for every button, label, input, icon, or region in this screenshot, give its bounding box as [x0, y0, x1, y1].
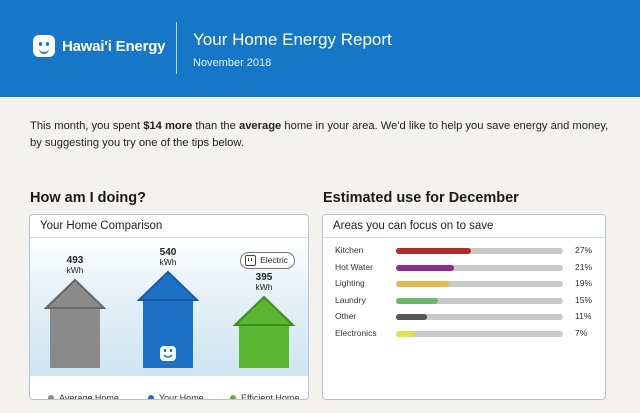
- legend-label: Your Home: [159, 393, 204, 400]
- focus-row: Laundry 15%: [335, 295, 595, 307]
- legend-item: Average Home: [48, 393, 119, 400]
- legend-label: Average Home: [59, 393, 119, 400]
- focus-percent: 15%: [575, 294, 593, 305]
- smiley-plug-icon: [160, 346, 176, 361]
- comparison-chart: Electric 493 kWh 540 kWh 395 kWh: [30, 238, 308, 376]
- intro-part3: home in your area. We'd like to help you…: [30, 120, 609, 149]
- house-value-label: 540 kWh: [148, 248, 188, 267]
- focus-percent: 19%: [575, 278, 593, 288]
- house-value-label: 493 kWh: [55, 256, 95, 275]
- focus-fill: [396, 330, 415, 337]
- focus-percent: 27%: [575, 245, 593, 255]
- focus-fill: [396, 281, 449, 287]
- house-value-number: 493: [66, 255, 84, 266]
- house-roof-1: [136, 270, 200, 301]
- focus-row: Other 11%: [335, 311, 595, 323]
- house-value-label: 395 kWh: [244, 273, 284, 292]
- house-roof-0: [43, 278, 107, 309]
- house-value-number: 395: [255, 272, 273, 283]
- house-value-number: 540: [159, 247, 177, 258]
- focus-label: Electronics: [335, 327, 377, 338]
- intro-emph: average: [238, 120, 282, 132]
- electric-badge-label: Electric: [260, 255, 288, 265]
- smiley-mouth: [163, 354, 173, 358]
- panel-title: Your Home Comparison: [30, 215, 308, 238]
- focus-areas-panel: Areas you can focus on to save Kitchen 27…: [322, 214, 606, 400]
- focus-label: Hot Water: [335, 261, 373, 272]
- section-title-estimated-use: Estimated use for December: [323, 190, 519, 206]
- focus-fill: [396, 314, 427, 320]
- focus-row: Hot Water 21%: [335, 262, 595, 274]
- smiley-eye: [164, 349, 166, 352]
- focus-fill: [396, 248, 471, 254]
- house-body-2: [239, 323, 289, 368]
- house-value-unit: kWh: [66, 265, 84, 275]
- legend-item: Your Home: [148, 393, 204, 400]
- focus-track: [396, 248, 563, 254]
- intro-part1: This month, you spent: [30, 120, 144, 132]
- focus-row: Kitchen 27%: [335, 245, 595, 257]
- smiley-eye: [170, 349, 172, 352]
- focus-track: [396, 297, 563, 304]
- house-body-0: [50, 306, 100, 368]
- home-comparison-panel: Your Home Comparison Electric 493 kWh 540 k…: [29, 214, 309, 400]
- houses-svg: [43, 270, 296, 368]
- smiley-plug-icon: [33, 35, 55, 57]
- house-value-unit: kWh: [255, 282, 273, 292]
- legend-dot: [48, 395, 54, 399]
- legend-label: Efficient Home: [241, 393, 300, 400]
- focus-percent: 21%: [575, 261, 593, 272]
- intro-part2: than the: [192, 120, 239, 132]
- focus-row: Electronics 7%: [335, 328, 595, 340]
- focus-track: [396, 264, 563, 271]
- focus-percent: 11%: [575, 311, 592, 321]
- brand-name: Hawai'i Energy: [62, 37, 166, 55]
- brand-logo: Hawai'i Energy: [33, 35, 166, 57]
- legend-dot: [148, 395, 154, 399]
- section-title-how-am-i-doing: How am I doing?: [30, 190, 146, 206]
- focus-fill: [396, 264, 454, 271]
- report-date: November 2018: [193, 57, 272, 69]
- intro-amount: $14 more: [143, 120, 193, 132]
- house-roof-2: [232, 295, 296, 326]
- focus-label: Other: [335, 311, 357, 321]
- report-title: Your Home Energy Report: [193, 30, 392, 49]
- plug-icon: [245, 255, 257, 266]
- focus-fill: [396, 297, 438, 304]
- focus-label: Kitchen: [335, 245, 364, 255]
- report-header: Hawai'i Energy Your Home Energy Report N…: [0, 0, 640, 97]
- focus-percent: 7%: [575, 327, 588, 338]
- electric-badge: Electric: [240, 252, 295, 269]
- house-value-unit: kWh: [159, 257, 177, 267]
- panel-title: Areas you can focus on to save: [323, 215, 605, 238]
- header-divider: [176, 22, 177, 74]
- legend-item: Efficient Home: [230, 393, 300, 400]
- focus-label: Lighting: [335, 278, 365, 288]
- intro-text: This month, you spent $14 more than the …: [30, 118, 615, 152]
- focus-track: [396, 281, 563, 287]
- focus-track: [396, 314, 563, 320]
- legend-dot: [230, 395, 236, 399]
- focus-label: Laundry: [335, 294, 366, 305]
- focus-track: [396, 330, 563, 337]
- focus-row: Lighting 19%: [335, 278, 595, 290]
